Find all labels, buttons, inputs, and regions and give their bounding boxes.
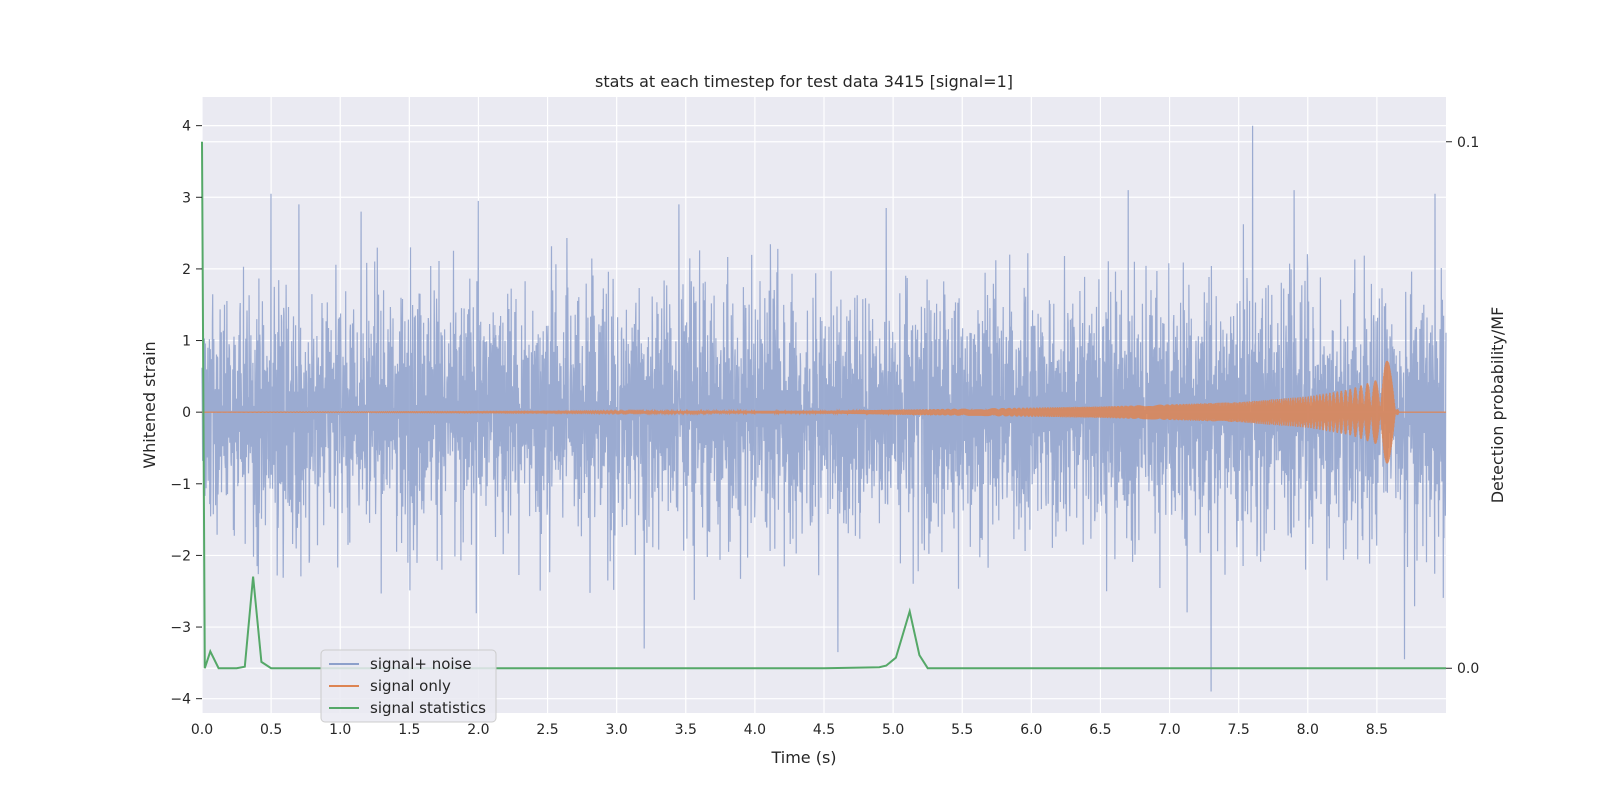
y2-tick-label: 0.0	[1457, 661, 1479, 677]
x-axis-label: Time (s)	[770, 748, 836, 767]
x-tick-label: 1.5	[398, 722, 420, 738]
x-axis: 0.0 0.5 1.0 1.5 2.0 2.5 3.0 3.5 4.0 4.5 5.0 5.5 6.0 6…	[191, 722, 1388, 738]
series-signal-noise	[201, 125, 1447, 692]
x-tick-label: 2.5	[536, 722, 558, 738]
x-tick-label: 5.0	[882, 722, 904, 738]
x-tick-label: 8.5	[1366, 722, 1388, 738]
legend: signal+ noise signal only signal statist…	[320, 649, 497, 723]
x-tick-label: 6.5	[1089, 722, 1111, 738]
y-tick-label: 0	[182, 405, 191, 421]
x-tick-label: 7.5	[1228, 722, 1250, 738]
y-axis-label: Whitened strain	[140, 341, 159, 468]
x-tick-label: 5.5	[951, 722, 973, 738]
y-tick-label: 3	[182, 190, 191, 206]
y-axis: −4 −3 −2 −1 0 1 2 3 4	[170, 119, 202, 708]
y2-axis-label: Detection probability/MF	[1488, 307, 1507, 504]
y-tick-label: 2	[182, 262, 191, 278]
x-tick-label: 3.5	[675, 722, 697, 738]
y-tick-label: −1	[170, 477, 191, 493]
x-tick-label: 3.0	[606, 722, 628, 738]
x-tick-label: 0.0	[191, 722, 213, 738]
x-tick-label: 0.5	[260, 722, 282, 738]
y2-axis: 0.0 0.1	[1446, 135, 1479, 677]
x-tick-label: 1.0	[329, 722, 351, 738]
x-tick-label: 8.0	[1297, 722, 1319, 738]
x-tick-label: 7.0	[1158, 722, 1180, 738]
y-tick-label: 4	[182, 119, 191, 135]
y-tick-label: −3	[170, 620, 191, 636]
series-signal-statistics	[201, 141, 1446, 670]
y2-tick-label: 0.1	[1457, 135, 1479, 151]
legend-label-signal: signal only	[370, 677, 451, 695]
stats-trace	[201, 141, 1446, 670]
y-tick-label: −4	[170, 692, 191, 708]
x-tick-label: 4.5	[813, 722, 835, 738]
y-tick-label: −2	[170, 548, 191, 564]
y-tick-label: 1	[182, 334, 191, 350]
x-tick-label: 2.0	[467, 722, 489, 738]
legend-label-noise: signal+ noise	[370, 655, 472, 673]
legend-label-stats: signal statistics	[370, 699, 486, 717]
noise-trace	[201, 125, 1447, 692]
chart-title: stats at each timestep for test data 341…	[595, 72, 1013, 91]
x-tick-label: 4.0	[744, 722, 766, 738]
legend-box	[320, 649, 497, 723]
signal-trace	[202, 360, 1446, 464]
x-tick-label: 6.0	[1020, 722, 1042, 738]
series-signal-only	[202, 360, 1446, 464]
